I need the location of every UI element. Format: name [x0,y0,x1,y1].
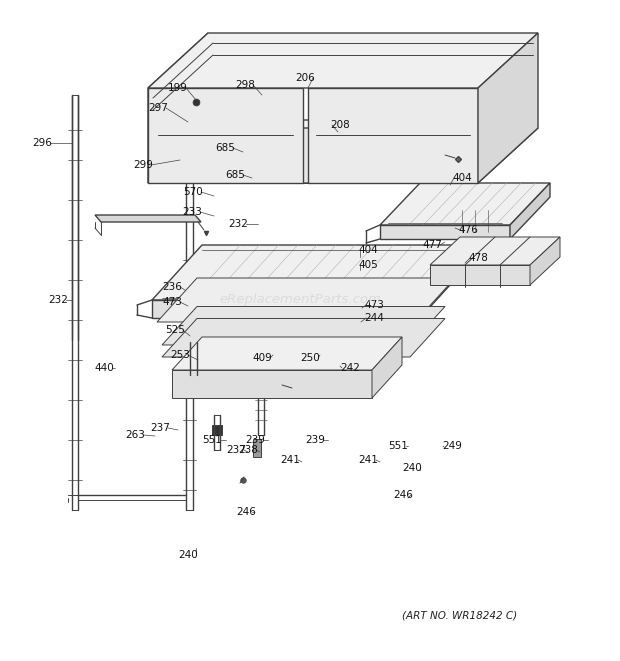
Text: 246: 246 [393,490,413,500]
Polygon shape [148,88,303,183]
Text: 206: 206 [295,73,315,83]
Polygon shape [380,225,510,239]
Text: 298: 298 [235,80,255,90]
Bar [449,210,501,232]
Text: 240: 240 [402,463,422,473]
Text: 296: 296 [32,138,52,148]
Text: 237: 237 [226,445,246,455]
Text: 233: 233 [182,207,202,217]
Polygon shape [157,278,455,322]
Bar [253,439,261,457]
Polygon shape [510,183,550,239]
Text: 208: 208 [330,120,350,130]
Polygon shape [148,120,520,175]
Text: 232: 232 [48,295,68,305]
Text: 685: 685 [225,170,245,180]
Text: 473: 473 [364,300,384,310]
Bar [290,384,298,392]
Text: 237: 237 [150,423,170,433]
Text: eReplacementParts.com: eReplacementParts.com [219,293,381,307]
Bar [212,425,222,435]
Text: 297: 297 [148,103,168,113]
Polygon shape [372,337,402,398]
Polygon shape [162,319,445,357]
Polygon shape [148,33,208,183]
Bar [451,212,499,230]
Bar [215,155,223,161]
Text: 477: 477 [422,240,442,250]
Text: 685: 685 [215,143,235,153]
Text: 570: 570 [183,187,203,197]
Text: 405: 405 [358,260,378,270]
Text: 250: 250 [300,353,320,363]
Text: 253: 253 [170,350,190,360]
Text: 409: 409 [252,353,272,363]
Polygon shape [478,33,538,183]
Text: 236: 236 [162,282,182,292]
Bar [395,155,403,161]
Text: 478: 478 [468,253,488,263]
Polygon shape [148,33,538,88]
Polygon shape [430,237,560,265]
Polygon shape [420,245,470,318]
Text: 199: 199 [168,83,188,93]
Polygon shape [162,307,445,345]
Text: 239: 239 [305,435,325,445]
Text: 242: 242 [340,363,360,373]
Polygon shape [152,245,470,300]
Text: 246: 246 [236,507,256,517]
Polygon shape [172,370,372,398]
Text: 473: 473 [162,297,182,307]
Polygon shape [308,88,478,183]
Text: 239: 239 [245,435,265,445]
Text: 241: 241 [358,455,378,465]
Polygon shape [530,237,560,285]
Polygon shape [148,128,538,183]
Text: 249: 249 [442,441,462,451]
Text: 525: 525 [165,325,185,335]
Text: 244: 244 [364,313,384,323]
Polygon shape [430,265,530,285]
Polygon shape [172,337,402,370]
Polygon shape [230,125,418,155]
Text: (ART NO. WR18242 C): (ART NO. WR18242 C) [402,610,518,620]
Text: 238: 238 [238,445,258,455]
Text: 263: 263 [125,430,145,440]
Polygon shape [95,215,201,222]
Text: 240: 240 [178,550,198,560]
Text: 551: 551 [202,435,222,445]
Text: 299: 299 [133,160,153,170]
Text: 232: 232 [228,219,248,229]
Text: 551: 551 [388,441,408,451]
Text: 404: 404 [452,173,472,183]
Text: 440: 440 [94,363,114,373]
Text: 404: 404 [358,245,378,255]
Text: 476: 476 [458,225,478,235]
Text: 241: 241 [280,455,300,465]
Polygon shape [152,300,420,318]
Polygon shape [380,183,550,225]
